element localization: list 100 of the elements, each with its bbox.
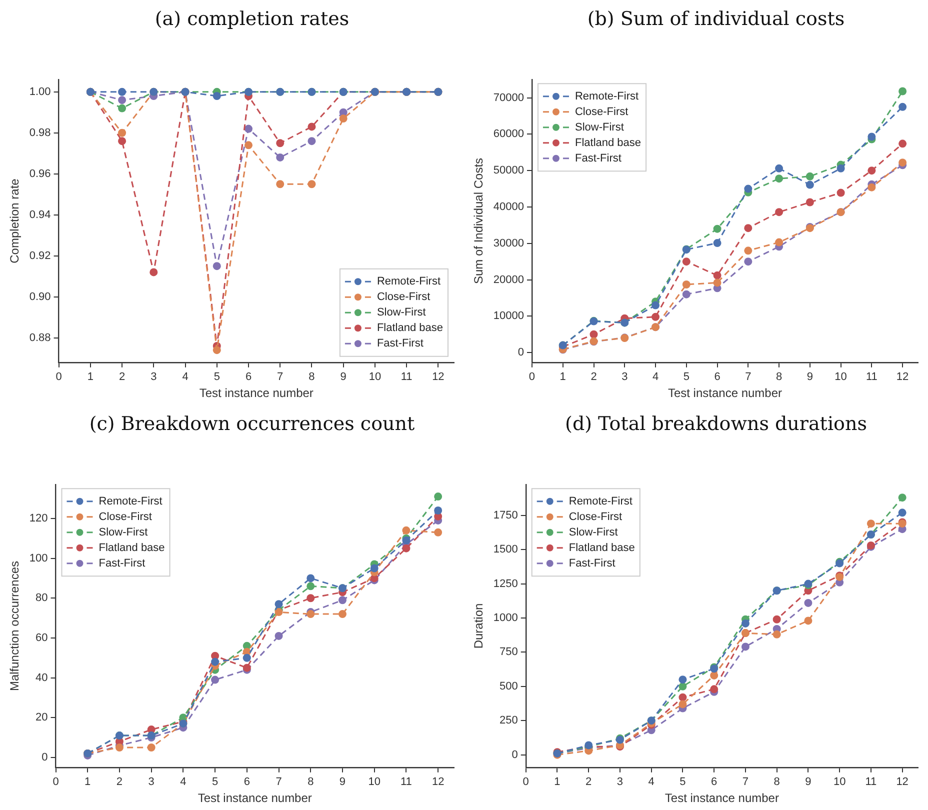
point xyxy=(710,685,718,694)
point xyxy=(678,682,687,690)
x-tick-label: 2 xyxy=(590,371,597,384)
point xyxy=(898,87,907,96)
y-tick-label: 60000 xyxy=(493,128,524,140)
point xyxy=(276,153,284,162)
x-tick-label: 12 xyxy=(896,776,908,788)
x-tick-label: 1 xyxy=(87,371,94,384)
y-tick-label: 60 xyxy=(36,632,48,644)
point xyxy=(866,520,875,528)
point xyxy=(652,301,660,310)
point xyxy=(713,278,722,287)
point xyxy=(338,596,346,604)
point xyxy=(775,174,784,183)
point xyxy=(306,594,315,602)
x-tick-label: 7 xyxy=(745,371,752,384)
point xyxy=(682,280,690,289)
y-tick-label: 0.98 xyxy=(29,126,51,139)
y-tick-label: 500 xyxy=(500,680,518,692)
point xyxy=(775,208,784,216)
legend-label: Fast-First xyxy=(574,152,622,164)
legend-label: Slow-First xyxy=(376,306,426,319)
point xyxy=(713,271,722,280)
legend-label: Fast-First xyxy=(376,338,424,350)
x-tick-label: 8 xyxy=(774,776,780,788)
y-tick-label: 0 xyxy=(42,751,48,764)
point xyxy=(274,600,283,608)
point xyxy=(308,122,316,131)
legend-label: Fast-First xyxy=(568,557,616,570)
point xyxy=(678,693,687,702)
x-tick-label: 1 xyxy=(560,371,566,384)
point xyxy=(308,180,316,188)
point xyxy=(402,544,410,552)
point xyxy=(682,290,690,298)
legend-label: Remote-First xyxy=(568,495,632,508)
legend-label: Flatland base xyxy=(574,136,642,149)
point xyxy=(370,564,378,572)
y-tick-label: 100 xyxy=(29,552,48,564)
y-axis-title: Sum of Individual Costs xyxy=(472,158,486,284)
point xyxy=(836,164,845,172)
y-tick-label: 40000 xyxy=(493,201,524,214)
x-tick-label: 2 xyxy=(116,776,123,788)
x-tick-label: 4 xyxy=(182,371,188,384)
point xyxy=(402,526,410,534)
point xyxy=(118,137,126,146)
legend-label: Flatland base xyxy=(376,322,444,334)
point xyxy=(118,104,126,112)
x-tick-label: 9 xyxy=(339,776,346,788)
chart-title: (a) completion rates xyxy=(154,8,350,30)
point xyxy=(868,132,876,141)
point xyxy=(775,164,784,172)
point xyxy=(713,239,722,248)
point xyxy=(211,658,220,666)
x-tick-label: 3 xyxy=(150,371,157,384)
legend-label: Close-First xyxy=(574,106,628,118)
point xyxy=(212,92,221,100)
x-tick-label: 11 xyxy=(400,371,412,384)
legend-label: Flatland base xyxy=(98,542,165,554)
y-axis-title: Completion rate xyxy=(8,178,22,264)
point xyxy=(741,619,750,628)
point xyxy=(775,238,784,246)
point xyxy=(306,574,315,582)
legend-label: Remote-First xyxy=(574,90,639,102)
x-tick-label: 1 xyxy=(554,776,560,788)
y-tick-label: 0 xyxy=(512,748,518,761)
chart-title: (d) Total breakdowns durations xyxy=(564,413,868,435)
x-tick-label: 5 xyxy=(683,371,690,384)
x-tick-label: 8 xyxy=(308,371,315,384)
y-tick-label: 1500 xyxy=(493,544,518,556)
y-tick-label: 20 xyxy=(36,712,48,724)
x-tick-label: 6 xyxy=(714,371,720,384)
legend-label: Remote-First xyxy=(98,495,162,508)
x-tick-label: 6 xyxy=(245,371,252,384)
y-tick-label: 1000 xyxy=(493,612,518,624)
point xyxy=(772,630,781,638)
x-tick-label: 1 xyxy=(84,776,91,788)
point xyxy=(434,528,442,536)
x-tick-label: 2 xyxy=(118,371,126,384)
x-tick-label: 4 xyxy=(652,371,659,384)
y-tick-label: 0.90 xyxy=(29,290,51,303)
point xyxy=(836,188,845,197)
y-tick-label: 0 xyxy=(518,346,524,359)
point xyxy=(678,676,687,684)
point xyxy=(118,88,126,96)
point xyxy=(150,268,158,276)
x-tick-label: 3 xyxy=(616,776,624,788)
point xyxy=(804,616,812,625)
x-tick-label: 9 xyxy=(806,371,813,384)
point xyxy=(338,610,346,618)
y-tick-label: 80 xyxy=(36,592,48,604)
x-tick-label: 11 xyxy=(400,776,412,788)
point xyxy=(212,346,221,354)
chart-title: (c) Breakdown occurrences count xyxy=(88,413,416,435)
y-axis-title: Malfunction occurrences xyxy=(8,560,22,692)
point xyxy=(744,184,752,193)
x-tick-label: 6 xyxy=(711,776,718,788)
legend-label: Slow-First xyxy=(98,526,148,538)
point xyxy=(898,158,907,167)
point xyxy=(242,654,251,662)
point xyxy=(744,258,752,266)
